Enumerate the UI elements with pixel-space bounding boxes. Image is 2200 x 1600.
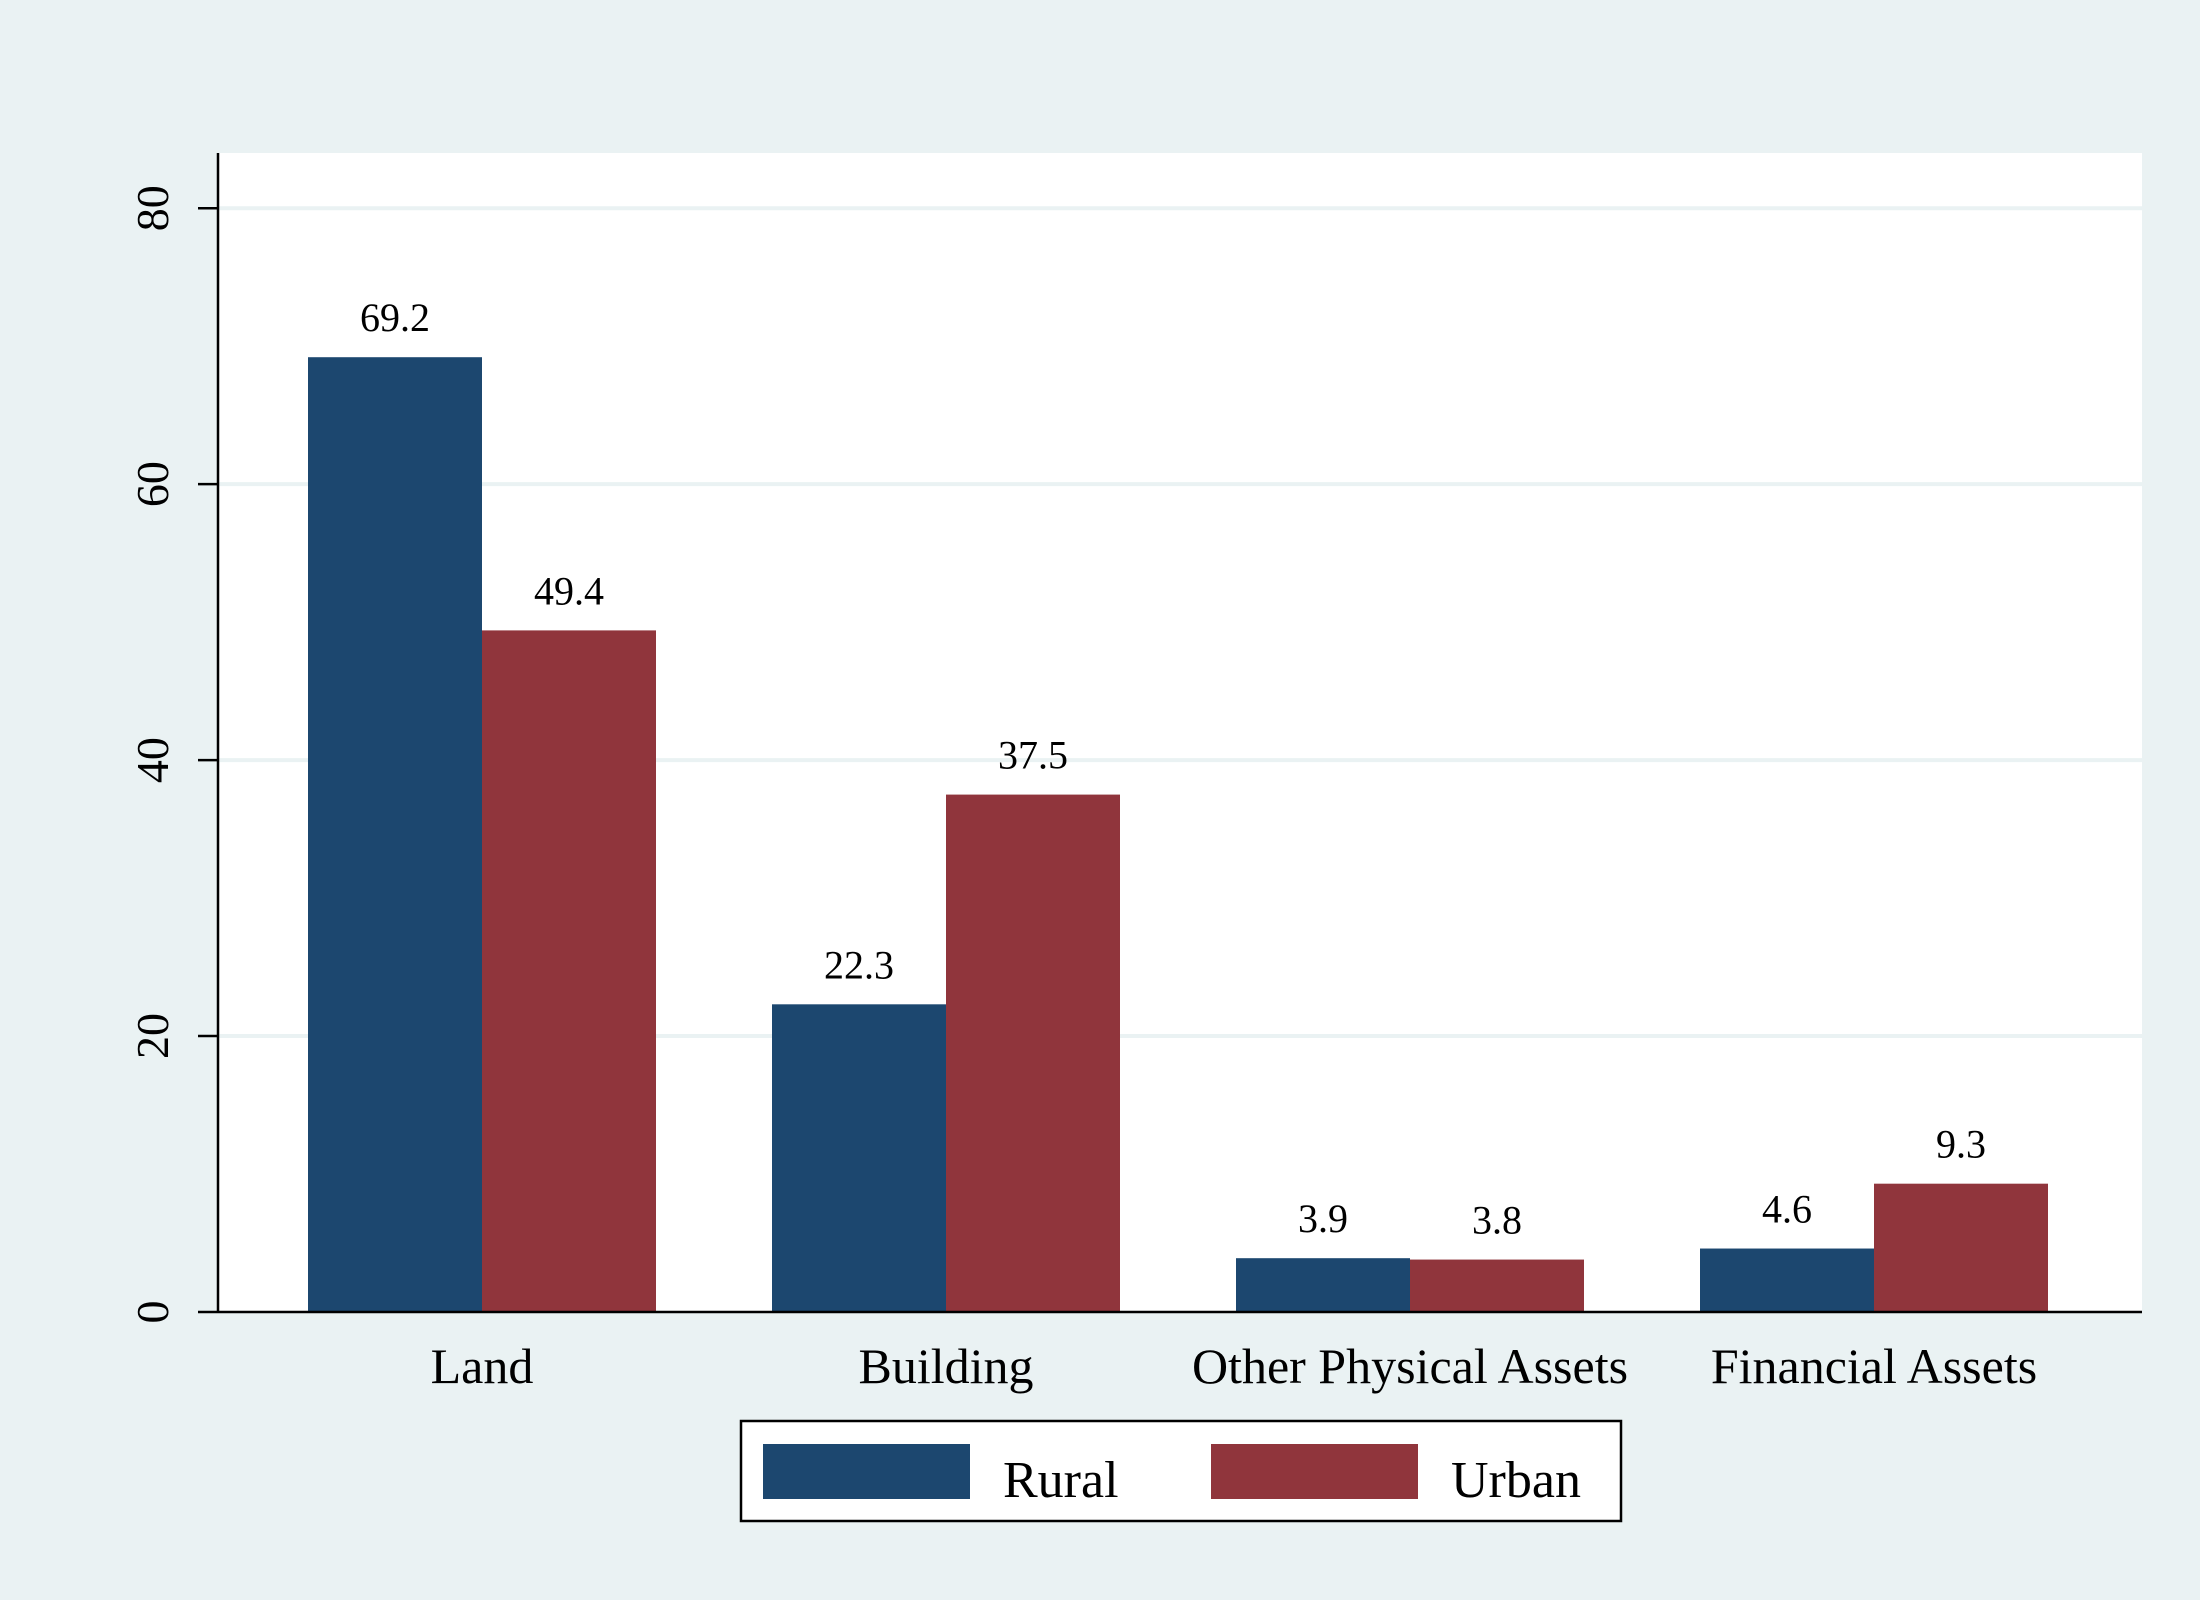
bar-rural-financial-assets bbox=[1700, 1248, 1874, 1312]
bar-rural-land bbox=[308, 357, 482, 1312]
data-label: 3.9 bbox=[1298, 1196, 1348, 1241]
data-label: 37.5 bbox=[998, 733, 1068, 778]
bar-rural-other-physical-assets bbox=[1236, 1258, 1410, 1312]
data-label: 3.8 bbox=[1472, 1198, 1522, 1243]
data-label: 4.6 bbox=[1762, 1187, 1812, 1232]
bar-urban-financial-assets bbox=[1874, 1183, 2048, 1312]
data-label: 69.2 bbox=[360, 295, 430, 340]
data-label: 9.3 bbox=[1936, 1122, 1986, 1167]
legend-swatch-rural bbox=[763, 1444, 970, 1499]
y-tick-label: 20 bbox=[127, 1013, 178, 1059]
y-tick-label: 0 bbox=[127, 1301, 178, 1324]
x-category-label: Land bbox=[431, 1338, 534, 1394]
y-tick-label: 40 bbox=[127, 737, 178, 783]
legend-swatch-urban bbox=[1211, 1444, 1418, 1499]
data-label: 49.4 bbox=[534, 568, 604, 613]
legend-label-rural: Rural bbox=[1003, 1452, 1119, 1509]
bar-urban-other-physical-assets bbox=[1410, 1259, 1584, 1312]
bar-urban-land bbox=[482, 630, 656, 1312]
y-tick-label: 60 bbox=[127, 461, 178, 507]
axes bbox=[216, 153, 2142, 1314]
data-label: 22.3 bbox=[824, 942, 894, 987]
bar-urban-building bbox=[946, 794, 1120, 1312]
x-axis-labels: Land Building Other Physical Assets Financi… bbox=[431, 1338, 2038, 1394]
data-labels: 69.2 49.4 22.3 37.5 3.9 3.8 4.6 9.3 bbox=[360, 295, 1986, 1242]
y-axis-ticks: 0 20 40 60 80 bbox=[127, 185, 218, 1324]
bars bbox=[308, 357, 2048, 1312]
legend-label-urban: Urban bbox=[1451, 1452, 1581, 1509]
legend: Rural Urban bbox=[739, 1419, 1623, 1523]
y-tick-label: 80 bbox=[127, 185, 178, 231]
x-category-label: Other Physical Assets bbox=[1192, 1338, 1628, 1394]
x-category-label: Financial Assets bbox=[1711, 1338, 2037, 1394]
bar-rural-building bbox=[772, 1004, 946, 1312]
x-category-label: Building bbox=[858, 1338, 1033, 1394]
